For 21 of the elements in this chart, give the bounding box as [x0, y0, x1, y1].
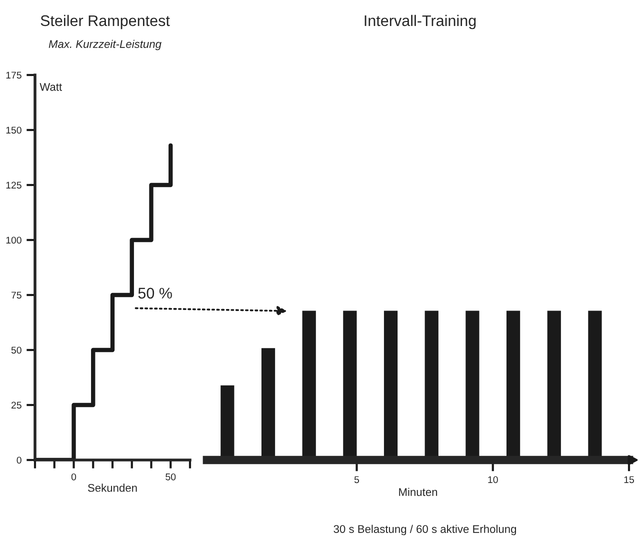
y-tick-label: 150	[6, 126, 22, 134]
y-axis-title: Watt	[40, 83, 62, 91]
y-tick-label: 175	[6, 72, 22, 79]
x-tick-label: 10	[488, 476, 498, 484]
chart-subtitle: Max. Kurzzeit-Leistung	[48, 40, 162, 50]
y-tick-label: 125	[6, 182, 22, 189]
annotation: 50 %	[138, 288, 172, 299]
chart-title: Intervall-Training	[364, 14, 476, 30]
y-tick-label: 0	[16, 456, 22, 464]
x-tick-label: 15	[624, 476, 634, 484]
x-axis-title: Minuten	[399, 488, 438, 496]
y-tick-label: 75	[11, 292, 22, 299]
text: 30 s Belastung / 60 s aktive Erholung	[334, 524, 516, 536]
x-tick-label: 5	[354, 476, 360, 484]
y-tick-label: 100	[6, 236, 22, 244]
x-tick-label: 50	[166, 473, 176, 480]
x-tick-label: 0	[71, 473, 76, 480]
x-axis-title: Sekunden	[88, 484, 137, 492]
y-tick-label: 25	[11, 402, 22, 409]
y-tick-label: 50	[11, 346, 22, 354]
chart-title: Steiler Rampentest	[40, 14, 170, 30]
